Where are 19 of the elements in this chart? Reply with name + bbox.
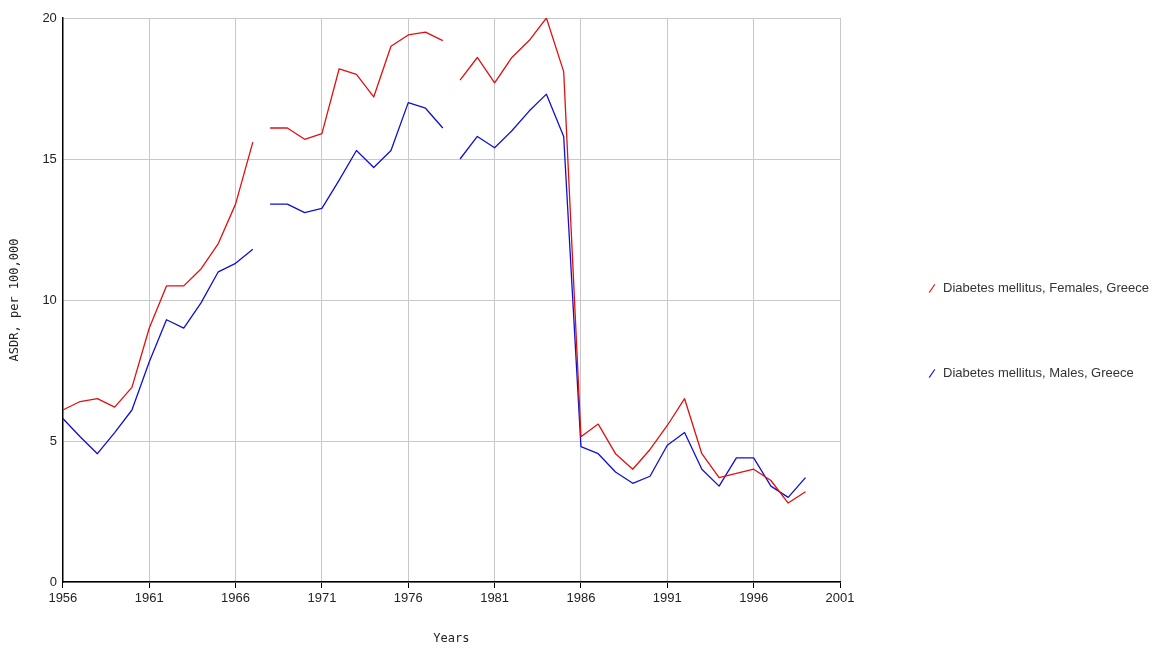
y-tick-label: 15 bbox=[42, 150, 57, 166]
y-tick-label: 10 bbox=[42, 291, 57, 307]
x-axis-title: Years bbox=[433, 630, 470, 645]
x-tick-label: 1961 bbox=[134, 590, 164, 606]
y-axis-title: ASDR, per 100,000 bbox=[7, 238, 22, 362]
x-tick-label: 1966 bbox=[221, 590, 251, 606]
x-tick-label: 1996 bbox=[739, 590, 769, 606]
x-tick-label: 1991 bbox=[652, 590, 682, 606]
legend-label: Diabetes mellitus, Females, Greece bbox=[943, 280, 1149, 295]
x-tick-label: 1986 bbox=[566, 590, 596, 606]
x-tick-label: 1971 bbox=[307, 590, 337, 606]
y-tick-label: 5 bbox=[49, 432, 57, 448]
x-tick-label: 1981 bbox=[480, 590, 510, 606]
legend-label: Diabetes mellitus, Males, Greece bbox=[943, 365, 1134, 380]
y-tick-label: 20 bbox=[42, 9, 57, 25]
x-tick-label: 2001 bbox=[825, 590, 855, 606]
x-tick-label: 1956 bbox=[48, 590, 78, 606]
y-tick-label: 0 bbox=[49, 573, 57, 589]
x-tick-label: 1976 bbox=[393, 590, 423, 606]
